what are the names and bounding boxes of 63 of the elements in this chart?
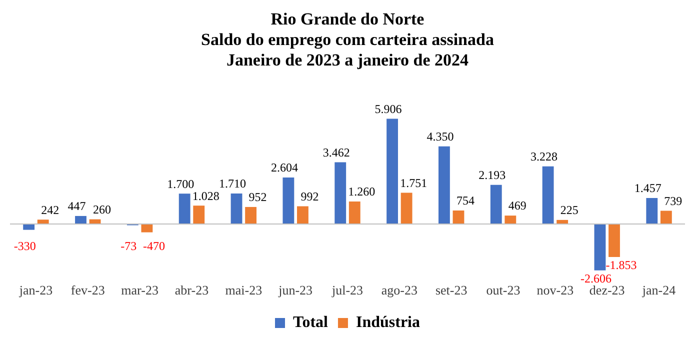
x-tick-label: mar-23 <box>121 282 158 298</box>
legend-label: Indústria <box>356 314 420 332</box>
bar <box>334 162 346 224</box>
bar <box>594 224 606 270</box>
data-label: -1.853 <box>606 258 637 272</box>
data-label: 242 <box>41 202 60 217</box>
bar <box>646 198 658 224</box>
bar <box>178 194 190 224</box>
bar <box>230 193 242 224</box>
data-label: 1.028 <box>192 188 220 203</box>
data-label: 4.350 <box>426 130 454 144</box>
data-label: 1.710 <box>219 176 246 191</box>
bar <box>297 206 308 224</box>
x-tick-label: ago-23 <box>381 282 418 298</box>
data-label: 447 <box>68 199 86 214</box>
x-tick-label: set-23 <box>435 282 468 298</box>
bar <box>542 166 554 224</box>
x-tick-label: nov-23 <box>536 282 574 298</box>
x-tick-label: jan-23 <box>18 282 53 298</box>
bar <box>660 210 672 224</box>
data-label: -330 <box>14 239 36 254</box>
bar <box>75 216 86 224</box>
data-label: 260 <box>93 202 112 216</box>
data-label: 992 <box>300 189 319 204</box>
data-label: 1.260 <box>348 184 376 199</box>
data-label: -73 <box>120 239 137 254</box>
x-tick-label: abr-23 <box>174 282 209 298</box>
data-label: 754 <box>456 194 474 208</box>
data-label: 469 <box>508 198 526 213</box>
data-label: 1.457 <box>634 181 662 196</box>
data-label: 3.462 <box>322 145 350 160</box>
bar <box>23 224 35 230</box>
bar <box>348 201 360 224</box>
bar <box>141 224 153 232</box>
data-label: -470 <box>142 239 165 254</box>
legend-label: Total <box>293 314 329 332</box>
bar <box>438 146 450 224</box>
x-tick-label: out-23 <box>486 282 520 298</box>
data-label: 1.751 <box>400 176 428 190</box>
bar <box>452 210 464 224</box>
data-label: 3.228 <box>530 150 558 164</box>
data-label: 952 <box>248 190 267 204</box>
data-label: 5.906 <box>374 102 402 116</box>
data-label: 225 <box>560 203 578 218</box>
bar <box>490 184 502 224</box>
data-label: 2.604 <box>270 160 298 175</box>
chart-title: Rio Grande do Norte Saldo do emprego com carteira assinada Janeiro de 2023 a janeiro de 2024 <box>201 10 494 70</box>
bar <box>245 206 257 224</box>
bar <box>193 206 205 224</box>
bar <box>608 224 620 257</box>
data-label: 739 <box>664 194 682 208</box>
data-label: 2.193 <box>478 168 506 182</box>
x-tick-label: fev-23 <box>70 282 105 298</box>
bar <box>386 118 398 224</box>
bar <box>400 192 412 224</box>
data-label: 1.700 <box>167 176 194 191</box>
x-tick-label: jan-24 <box>641 282 676 298</box>
x-tick-label: mai-23 <box>225 282 262 298</box>
x-tick-label: jun-23 <box>278 282 313 298</box>
bar <box>504 216 516 224</box>
x-tick-label: jul-23 <box>330 282 364 298</box>
bar <box>282 178 294 224</box>
bar <box>37 220 49 224</box>
